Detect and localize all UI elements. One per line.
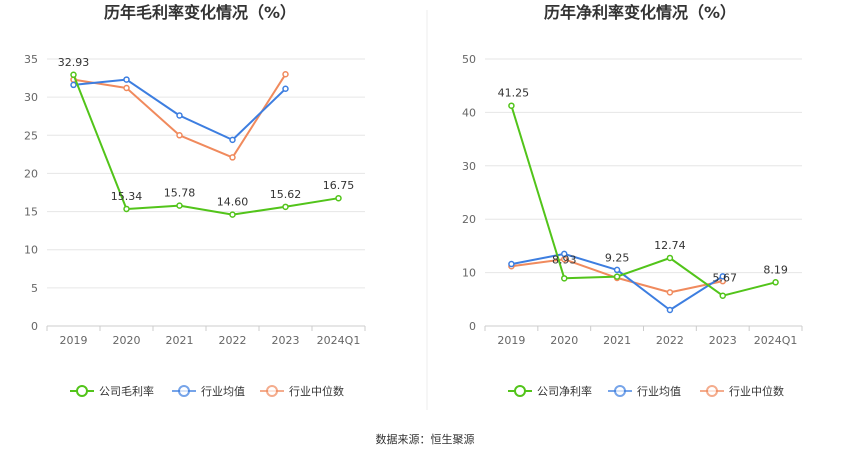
x-tick-label: 2022	[656, 334, 684, 347]
legend-item: 行业均值	[608, 385, 681, 398]
data-point	[561, 250, 568, 258]
y-tick-label: 40	[462, 106, 476, 119]
data-point	[70, 81, 77, 89]
data-label: 15.34	[111, 190, 143, 203]
legend-marker	[614, 385, 626, 397]
legend-marker	[706, 385, 718, 397]
x-tick-label: 2019	[60, 334, 88, 347]
y-tick-label: 15	[24, 206, 38, 219]
data-point	[282, 71, 289, 78]
data-point	[123, 205, 130, 213]
series-line-industry-mean	[73, 78, 287, 141]
x-tick-label: 2023	[272, 334, 300, 347]
data-point	[508, 102, 515, 109]
y-tick-label: 25	[24, 129, 38, 142]
x-tick-label: 2021	[166, 334, 194, 347]
data-label: 15.78	[164, 187, 196, 200]
data-point	[719, 292, 726, 299]
data-label: 16.75	[323, 179, 355, 192]
data-point	[282, 203, 289, 211]
legend-item: 公司毛利率	[70, 384, 154, 398]
y-tick-label: 30	[462, 160, 476, 173]
data-label: 15.62	[270, 188, 302, 201]
data-point	[229, 136, 236, 144]
data-point	[666, 254, 674, 262]
data-point	[772, 279, 779, 286]
data-label: 9.25	[605, 252, 630, 265]
data-point	[229, 211, 236, 218]
data-label: 32.93	[58, 56, 90, 69]
y-tick-label: 10	[24, 244, 38, 257]
data-point	[123, 84, 130, 92]
legend-item: 行业中位数	[260, 384, 344, 398]
y-tick-label: 50	[462, 53, 476, 66]
legend-label: 行业均值	[201, 385, 245, 398]
x-tick-label: 2020	[113, 334, 141, 347]
data-source: 数据来源：恒生聚源	[376, 432, 475, 446]
data-point	[666, 289, 674, 296]
data-label: 8.93	[552, 253, 577, 266]
data-point	[229, 154, 236, 161]
net-margin-chart: 历年净利率变化情况（%） 0 10 20 30 40 50 2019 2020 2021 2022 2…	[462, 3, 803, 398]
legend-label: 行业均值	[637, 385, 681, 398]
data-point	[613, 266, 621, 274]
legend-item: 行业均值	[172, 385, 245, 398]
legend-label: 行业中位数	[729, 384, 784, 398]
data-point	[176, 112, 183, 119]
legend-item: 公司净利率	[508, 384, 592, 398]
chart-title: 历年净利率变化情况（%）	[544, 3, 736, 22]
legend-marker	[514, 385, 526, 397]
data-label: 14.60	[217, 196, 249, 209]
legend-marker	[76, 385, 88, 397]
legend-label: 行业中位数	[289, 384, 344, 398]
x-tick-label: 2023	[709, 334, 737, 347]
x-tick-label: 2019	[497, 334, 525, 347]
series-line-company	[510, 105, 776, 297]
data-point	[666, 306, 674, 314]
data-point	[176, 132, 183, 139]
x-tick-label: 2020	[550, 334, 578, 347]
data-point	[176, 202, 183, 209]
y-tick-label: 10	[462, 267, 476, 280]
legend-item: 行业中位数	[700, 384, 784, 398]
y-tick-label: 5	[31, 282, 38, 295]
data-point	[719, 273, 726, 280]
x-tick-label: 2022	[219, 334, 247, 347]
data-point	[613, 273, 621, 280]
data-point	[70, 71, 77, 79]
data-label: 8.19	[763, 263, 788, 276]
series-line-company	[72, 74, 339, 216]
x-tick-label: 2024Q1	[754, 334, 798, 347]
gross-margin-chart: 历年毛利率变化情况（%） 0 5 10 15 20 25 30 35 2019 2020 2021 20…	[24, 3, 366, 398]
data-point	[508, 260, 515, 268]
y-tick-label: 0	[469, 320, 476, 333]
data-point	[282, 85, 289, 93]
data-point	[561, 275, 568, 282]
y-tick-label: 0	[31, 320, 38, 333]
y-tick-label: 35	[24, 53, 38, 66]
data-point	[335, 194, 342, 202]
data-label: 12.74	[654, 239, 686, 252]
legend-label: 公司毛利率	[99, 384, 154, 398]
legend-label: 公司净利率	[537, 384, 592, 398]
data-label: 5.67	[713, 272, 738, 285]
data-point	[123, 76, 130, 83]
y-tick-label: 30	[24, 91, 38, 104]
legend-marker	[266, 385, 278, 397]
x-tick-label: 2021	[603, 334, 631, 347]
y-tick-label: 20	[462, 213, 476, 226]
x-tick-label: 2024Q1	[317, 334, 361, 347]
legend-marker	[178, 385, 190, 397]
chart-title: 历年毛利率变化情况（%）	[104, 3, 296, 22]
y-tick-label: 20	[24, 167, 38, 180]
data-label: 41.25	[498, 87, 530, 100]
